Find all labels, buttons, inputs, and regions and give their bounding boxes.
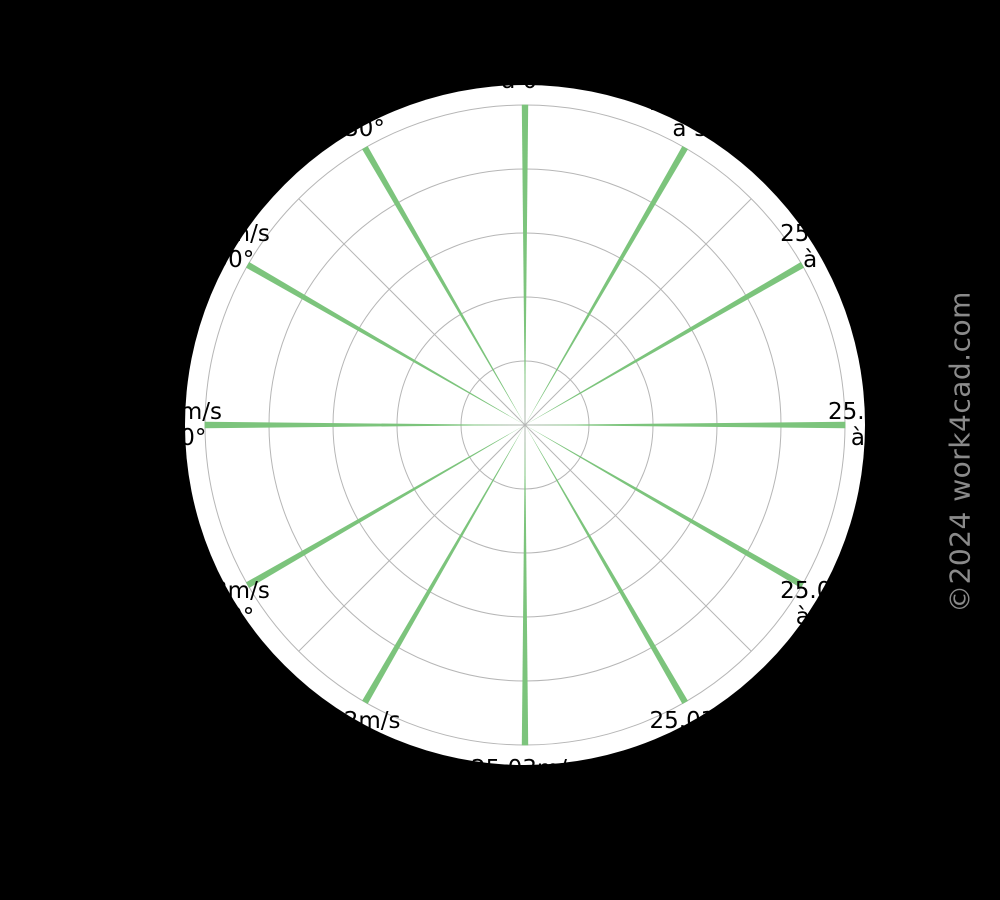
- wind-bar-270: [204, 421, 525, 429]
- watermark-text: ©2024 work4cad.com: [943, 291, 977, 613]
- wind-bar-90: [525, 421, 846, 429]
- wind-bar-330: [362, 145, 525, 425]
- grid-spoke-225: [298, 424, 526, 652]
- wind-bar-150: [525, 425, 688, 705]
- grid-spoke-135: [524, 424, 752, 652]
- wind-bar-240: [245, 425, 525, 588]
- wind-bar-0: [521, 104, 529, 425]
- grid-spoke-45: [524, 198, 752, 426]
- wind-bar-60: [525, 262, 805, 425]
- wind-bar-30: [525, 145, 688, 425]
- wind-bar-300: [245, 262, 525, 425]
- wind-bar-120: [525, 425, 805, 588]
- grid-spoke-315: [298, 198, 526, 426]
- wind-bar-210: [362, 425, 525, 704]
- wind-bar-180: [521, 425, 529, 746]
